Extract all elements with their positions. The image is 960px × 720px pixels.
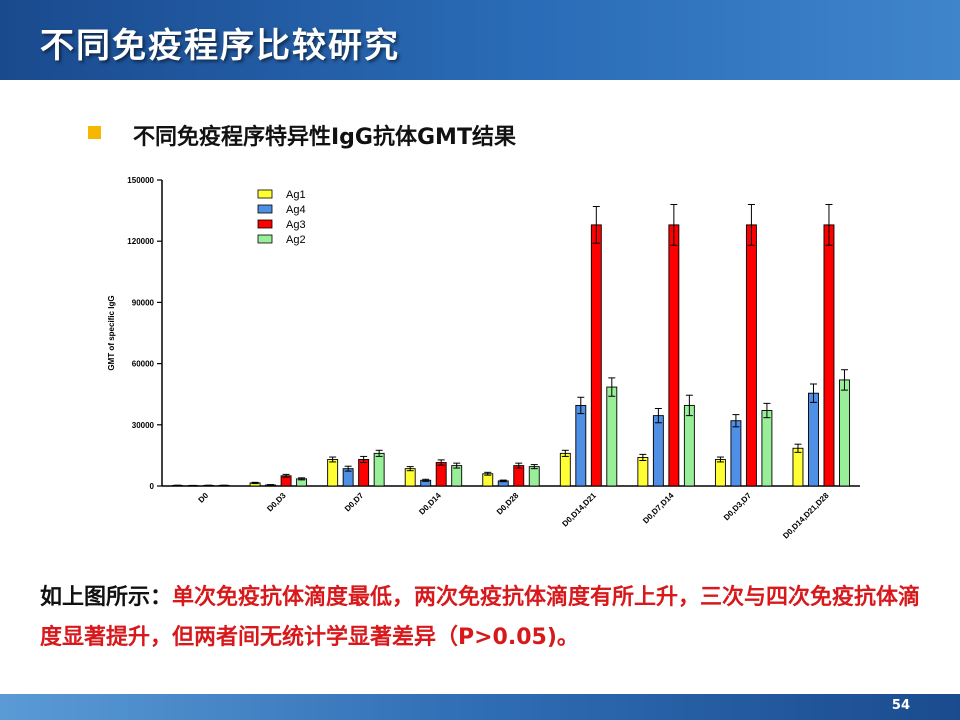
bar-Ag2 bbox=[761, 410, 773, 487]
legend-label-Ag4: Ag4 bbox=[286, 204, 306, 216]
bar-Ag4 bbox=[575, 404, 587, 487]
x-tick-label: D0,D28 bbox=[495, 491, 521, 517]
bar-Ag2 bbox=[839, 379, 850, 487]
bar-Ag3 bbox=[590, 224, 602, 487]
legend-swatch-Ag3 bbox=[257, 219, 273, 229]
y-tick-label: 0 bbox=[150, 482, 155, 491]
bar-Ag1 bbox=[714, 459, 726, 487]
bar-Ag3 bbox=[668, 224, 680, 487]
x-tick-label: D0,D14,D21 bbox=[560, 491, 598, 529]
bar-Ag1 bbox=[404, 468, 416, 487]
x-tick-label: D0,D14 bbox=[417, 491, 443, 517]
legend-swatch-Ag4 bbox=[257, 204, 273, 214]
x-tick-label: D0,D7,D14 bbox=[641, 491, 676, 526]
bar-Ag3 bbox=[513, 465, 525, 487]
y-tick-label: 150000 bbox=[127, 176, 154, 185]
legend-swatch-Ag2 bbox=[257, 234, 273, 244]
bar-Ag3 bbox=[823, 224, 835, 487]
bar-Ag2 bbox=[373, 452, 385, 487]
y-axis-title: GMT of specific IgG bbox=[107, 295, 116, 370]
chart-subtitle: 不同免疫程序特异性IgG抗体GMT结果 bbox=[133, 125, 516, 150]
legend-label-Ag2: Ag2 bbox=[286, 234, 306, 246]
bar-Ag1 bbox=[327, 459, 339, 487]
page-number: 54 bbox=[891, 698, 910, 713]
x-tick-label: D0,D3,D7 bbox=[722, 491, 754, 523]
legend-label-Ag3: Ag3 bbox=[286, 219, 306, 231]
bar-Ag1 bbox=[792, 447, 804, 487]
x-tick-label: D0,D3 bbox=[265, 491, 288, 514]
conclusion-body: 单次免疫抗体滴度最低，两次免疫抗体滴度有所上升，三次与四次免疫抗体滴度显著提升，… bbox=[40, 585, 921, 650]
bar-Ag2 bbox=[451, 465, 463, 487]
x-tick-label: D0,D14,D21,D28 bbox=[781, 491, 831, 541]
bullet-square-icon bbox=[88, 126, 101, 139]
conclusion-lead: 如上图所示： bbox=[40, 585, 173, 610]
bar-Ag3 bbox=[435, 462, 447, 487]
x-tick-label: D0 bbox=[197, 491, 211, 505]
bar-Ag1 bbox=[559, 452, 571, 487]
legend-swatch-Ag1 bbox=[257, 189, 273, 199]
bar-Ag3 bbox=[745, 224, 757, 487]
footer-bar bbox=[0, 694, 960, 720]
legend-label-Ag1: Ag1 bbox=[286, 189, 306, 201]
y-tick-label: 90000 bbox=[132, 298, 155, 307]
title-bar bbox=[0, 0, 960, 80]
x-tick-label: D0,D7 bbox=[343, 491, 366, 514]
y-tick-label: 60000 bbox=[132, 360, 155, 369]
bar-Ag2 bbox=[683, 404, 695, 487]
bar-Ag4 bbox=[652, 415, 664, 487]
bar-Ag4 bbox=[808, 392, 819, 487]
bar-Ag4 bbox=[730, 420, 742, 487]
conclusion-text: 如上图所示：单次免疫抗体滴度最低，两次免疫抗体滴度有所上升，三次与四次免疫抗体滴… bbox=[40, 578, 930, 658]
bar-Ag2 bbox=[528, 466, 540, 487]
slide-title: 不同免疫程序比较研究 bbox=[40, 26, 400, 66]
bar-Ag1 bbox=[637, 456, 649, 487]
bar-Ag2 bbox=[606, 386, 618, 487]
bar-Ag3 bbox=[358, 459, 370, 487]
gmt-bar-chart: 0 30000 60000 90000 120000 150000 GMT of speci… bbox=[107, 176, 860, 541]
y-tick-label: 120000 bbox=[127, 237, 154, 246]
y-tick-label: 30000 bbox=[132, 421, 155, 430]
